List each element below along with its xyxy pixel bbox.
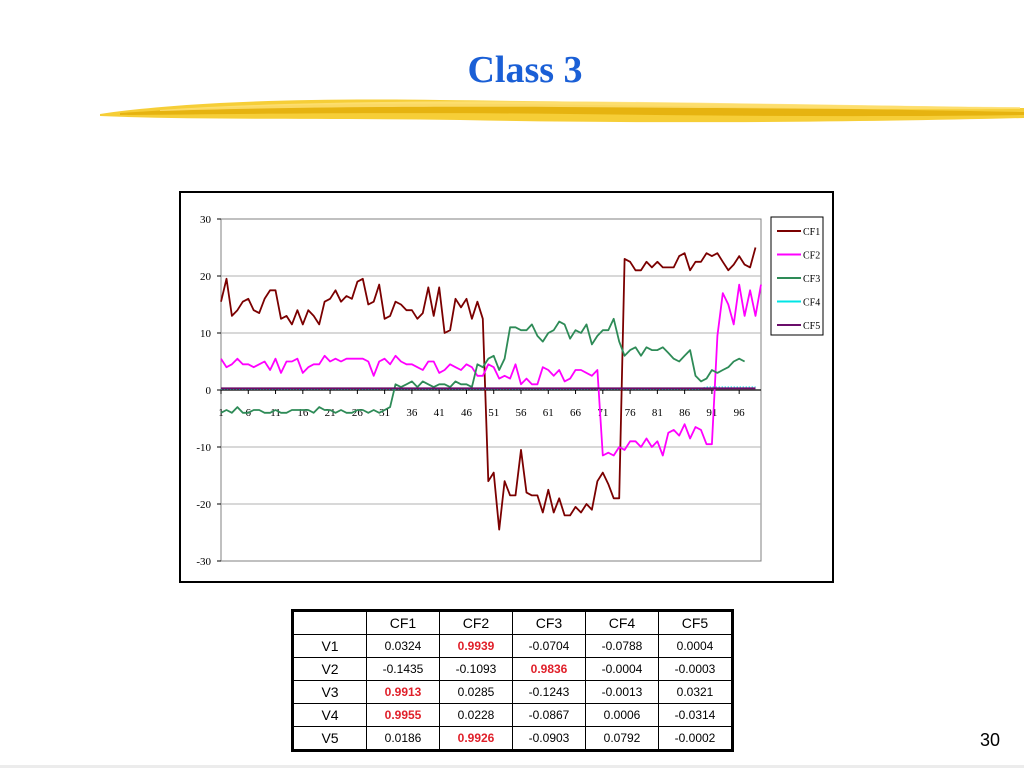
bottom-rule xyxy=(0,765,1024,768)
row-label: V3 xyxy=(293,680,367,704)
y-tick-label: 0 xyxy=(206,385,212,397)
table-cell: -0.1093 xyxy=(439,657,513,681)
y-tick-label: -20 xyxy=(196,499,211,511)
x-tick-label: 21 xyxy=(325,407,336,419)
x-tick-label: 41 xyxy=(434,407,445,419)
y-tick-label: -30 xyxy=(196,556,211,568)
table-cell: -0.0002 xyxy=(658,726,732,750)
row-label: V1 xyxy=(293,634,367,658)
table-cell: -0.0003 xyxy=(658,657,732,681)
y-tick-label: 20 xyxy=(200,271,212,283)
legend-label-cf2: CF2 xyxy=(803,251,820,262)
x-tick-label: 61 xyxy=(543,407,554,419)
table-cell: 0.0324 xyxy=(366,634,440,658)
table-row: V4 0.9955 0.0228 -0.0867 0.0006 -0.0314 xyxy=(293,703,732,727)
table-cell: 0.0186 xyxy=(366,726,440,750)
y-tick-label: 30 xyxy=(200,214,212,226)
chart-frame: 30 20 10 0 -10 -20 -30 1 6 11 16 21 26 31 36 41 46 51 56 61… xyxy=(179,191,834,583)
legend-label-cf5: CF5 xyxy=(803,321,820,332)
x-tick-label: 96 xyxy=(734,407,746,419)
x-tick-label: 76 xyxy=(625,407,637,419)
table-cell: -0.1435 xyxy=(366,657,440,681)
table-row: V2 -0.1435 -0.1093 0.9836 -0.0004 -0.0003 xyxy=(293,657,732,681)
x-tick-label: 46 xyxy=(461,407,473,419)
table-row: V1 0.0324 0.9939 -0.0704 -0.0788 0.0004 xyxy=(293,634,732,658)
table-cell: 0.0006 xyxy=(585,703,659,727)
table-cell: -0.0013 xyxy=(585,680,659,704)
x-tick-label: 81 xyxy=(652,407,663,419)
table-cell: 0.9926 xyxy=(439,726,513,750)
table-cell: -0.0867 xyxy=(512,703,586,727)
x-tick-label: 31 xyxy=(379,407,390,419)
x-tick-label: 71 xyxy=(597,407,608,419)
table-cell: -0.0903 xyxy=(512,726,586,750)
table-cell: -0.0004 xyxy=(585,657,659,681)
row-label: V5 xyxy=(293,726,367,750)
table-cell: 0.0228 xyxy=(439,703,513,727)
legend-label-cf4: CF4 xyxy=(803,298,820,309)
table-cell: 0.9939 xyxy=(439,634,513,658)
table-cell: 0.0792 xyxy=(585,726,659,750)
column-header: CF2 xyxy=(439,611,513,635)
row-label: V2 xyxy=(293,657,367,681)
x-tick-label: 36 xyxy=(406,407,418,419)
table-cell: 0.0004 xyxy=(658,634,732,658)
series-line-cf3 xyxy=(220,317,746,414)
table-header-row: CF1 CF2 CF3 CF4 CF5 xyxy=(293,611,732,635)
table-cell: 0.9955 xyxy=(366,703,440,727)
slide-title: Class 3 xyxy=(467,49,583,91)
y-tick-label: 10 xyxy=(200,328,212,340)
column-header: CF3 xyxy=(512,611,586,635)
legend-label-cf1: CF1 xyxy=(803,227,820,238)
table-cell: 0.0321 xyxy=(658,680,732,704)
table-row: V3 0.9913 0.0285 -0.1243 -0.0013 0.0321 xyxy=(293,680,732,704)
table-cell: 0.0285 xyxy=(439,680,513,704)
x-tick-label: 16 xyxy=(297,407,309,419)
x-tick-label: 91 xyxy=(706,407,717,419)
series-line-cf1 xyxy=(220,247,757,531)
x-tick-label: 26 xyxy=(352,407,364,419)
series-line-cf2 xyxy=(220,283,762,457)
legend-label-cf3: CF3 xyxy=(803,274,820,285)
table-row: V5 0.0186 0.9926 -0.0903 0.0792 -0.0002 xyxy=(293,726,732,750)
x-tick-label: 11 xyxy=(270,407,281,419)
row-label: V4 xyxy=(293,703,367,727)
table-cell: -0.0704 xyxy=(512,634,586,658)
brush-stroke-divider xyxy=(100,99,1024,123)
loadings-table: CF1 CF2 CF3 CF4 CF5 V1 0.0324 0.9939 -0.0704 -0.0… xyxy=(291,609,734,752)
page-number: 30 xyxy=(979,730,1000,750)
y-tick-label: -10 xyxy=(196,442,211,454)
x-tick-label: 86 xyxy=(679,407,691,419)
x-tick-label: 66 xyxy=(570,407,582,419)
x-tick-label: 56 xyxy=(516,407,528,419)
x-tick-label: 51 xyxy=(488,407,499,419)
legend-box xyxy=(770,216,824,336)
table-cell: -0.1243 xyxy=(512,680,586,704)
column-header: CF5 xyxy=(658,611,732,635)
table-cell: 0.9836 xyxy=(512,657,586,681)
table-cell: -0.0314 xyxy=(658,703,732,727)
x-tick-label: 1 xyxy=(218,407,224,419)
table-cell: 0.9913 xyxy=(366,680,440,704)
table-cell: -0.0788 xyxy=(585,634,659,658)
column-header: CF4 xyxy=(585,611,659,635)
column-header xyxy=(293,611,367,635)
column-header: CF1 xyxy=(366,611,440,635)
